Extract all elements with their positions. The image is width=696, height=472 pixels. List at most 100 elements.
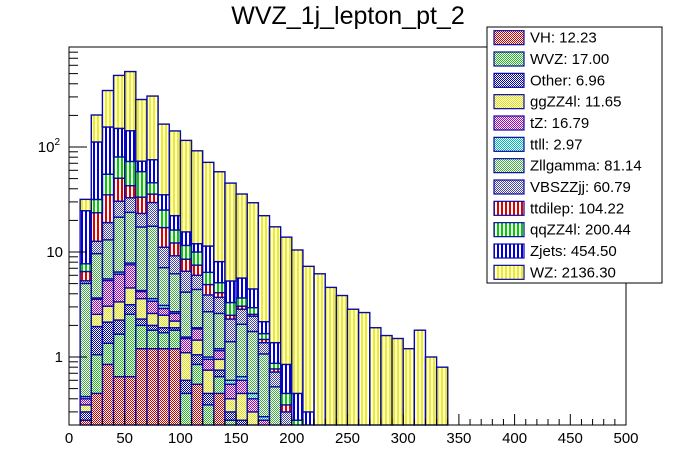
y-tick-label: 10 (46, 244, 63, 261)
bar-wvz-bin-10 (190, 363, 204, 385)
legend-swatch (493, 158, 525, 174)
bar-tz-bin-15 (246, 398, 260, 413)
bar-vbszzjj-bin-8 (168, 255, 182, 275)
bar-wz-bin-31 (424, 356, 438, 426)
bar-tz-bin-10 (190, 328, 204, 341)
legend-entry: ttdilep: 104.22 (493, 200, 624, 217)
bar-zjets-bin-13 (224, 280, 237, 304)
bar-other-bin-2 (101, 321, 115, 345)
bar-other-bin-6 (146, 324, 159, 331)
bar-other-bin-0 (79, 411, 92, 421)
bar-wz-bin-18 (279, 236, 293, 366)
bar-qqzz4l-bin-16 (257, 332, 271, 341)
bar-vbszzjj-bin-1 (90, 240, 104, 255)
bar-ttdilep-bin-12 (213, 291, 226, 299)
bar-wz-bin-11 (201, 161, 215, 247)
bar-tz-bin-4 (123, 264, 137, 289)
bar-wvz-bin-8 (168, 329, 182, 350)
bar-zjets-bin-15 (246, 288, 260, 309)
bar-tz-bin-11 (201, 358, 215, 371)
bar-ggzz4l-bin-2 (101, 305, 115, 323)
bar-zllgamma-bin-10 (190, 288, 204, 329)
bar-zjets-bin-17 (268, 341, 282, 365)
bar-zjets-bin-0 (79, 210, 92, 265)
bar-ggzz4l-bin-8 (168, 320, 182, 329)
x-tick-label: 100 (168, 430, 193, 447)
bar-zjets-bin-18 (279, 363, 293, 395)
bar-wz-bin-13 (224, 182, 237, 282)
bar-zjets-bin-2 (101, 126, 115, 175)
bar-vbszzjj-bin-9 (179, 270, 193, 293)
bar-tz-bin-16 (257, 419, 271, 426)
bar-qqzz4l-bin-5 (135, 170, 148, 198)
bar-ttll-bin-15 (246, 392, 260, 400)
bar-wz-bin-7 (157, 123, 170, 196)
bar-ggzz4l-bin-11 (201, 369, 215, 395)
bar-ttdilep-bin-4 (123, 184, 137, 199)
bar-tz-bin-1 (90, 298, 104, 316)
bar-wz-bin-3 (112, 74, 126, 130)
bar-tz-bin-12 (213, 349, 226, 361)
bar-wz-bin-29 (402, 347, 416, 426)
bar-zllgamma-bin-5 (135, 226, 148, 292)
bar-vh-bin-2 (101, 363, 115, 426)
x-tick-label: 400 (502, 430, 527, 447)
bar-vbszzjj-bin-6 (146, 201, 159, 227)
bar-zjets-bin-20 (302, 411, 315, 426)
bar-zjets-bin-9 (179, 231, 193, 247)
bar-ggzz4l-bin-6 (146, 312, 159, 327)
bar-wz-bin-9 (179, 139, 193, 233)
bar-zjets-bin-1 (90, 141, 104, 201)
bar-qqzz4l-bin-14 (235, 297, 248, 307)
bar-zllgamma-bin-1 (90, 252, 104, 299)
bar-ttdilep-bin-11 (201, 283, 215, 296)
bar-vbszzjj-bin-4 (123, 197, 137, 214)
bar-tz-bin-2 (101, 279, 115, 307)
bar-tz-bin-14 (235, 379, 248, 395)
bar-zllgamma-bin-6 (146, 225, 159, 300)
bar-ggzz4l-bin-12 (213, 358, 226, 371)
bar-other-bin-14 (235, 419, 248, 426)
x-tick-label: 500 (613, 430, 638, 447)
bar-qqzz4l-bin-11 (201, 271, 215, 286)
bar-ggzz4l-bin-4 (123, 287, 137, 306)
bar-ggzz4l-bin-14 (235, 392, 248, 421)
legend-label: VH: 12.23 (530, 30, 597, 47)
bar-zjets-bin-7 (157, 194, 170, 211)
series-wvz (90, 313, 237, 426)
bar-zjets-bin-6 (146, 159, 159, 184)
bar-wz-bin-20 (302, 265, 315, 413)
legend-swatch (493, 30, 525, 46)
legend-entry: ttll: 2.97 (493, 136, 583, 153)
bar-wz-bin-6 (146, 95, 159, 161)
bar-wvz-bin-1 (90, 354, 104, 395)
bar-wz-bin-8 (168, 130, 182, 217)
bar-ttdilep-bin-6 (146, 193, 159, 204)
bar-ggzz4l-bin-15 (246, 411, 260, 426)
bar-wz-bin-22 (324, 286, 338, 426)
bar-ttdilep-bin-1 (90, 212, 104, 242)
bar-ttdilep-bin-0 (79, 270, 92, 282)
bar-zjets-bin-3 (112, 127, 126, 158)
bar-other-bin-11 (201, 392, 215, 406)
bar-qqzz4l-bin-4 (123, 160, 137, 187)
bar-ggzz4l-bin-5 (135, 297, 148, 320)
bar-wz-bin-10 (190, 150, 204, 245)
bar-tz-bin-7 (157, 307, 170, 316)
bar-zllgamma-bin-2 (101, 239, 115, 280)
legend-entry: tZ: 16.79 (493, 115, 589, 132)
bar-qqzz4l-bin-8 (168, 229, 182, 244)
legend-swatch (493, 72, 525, 88)
bar-wvz-bin-5 (135, 324, 148, 350)
bar-tz-bin-13 (224, 383, 237, 400)
bar-wvz-bin-4 (123, 313, 137, 378)
legend-entry: Zjets: 454.50 (493, 243, 617, 260)
bar-wz-bin-17 (268, 226, 282, 344)
legend-label: ttll: 2.97 (530, 136, 583, 153)
bar-other-bin-10 (190, 354, 204, 366)
bar-ttdilep-bin-18 (279, 404, 293, 413)
legend-swatch (493, 179, 525, 195)
bar-ttdilep-bin-5 (135, 196, 148, 215)
legend-label: qqZZ4l: 200.44 (530, 222, 631, 239)
bar-wz-bin-1 (90, 114, 104, 143)
